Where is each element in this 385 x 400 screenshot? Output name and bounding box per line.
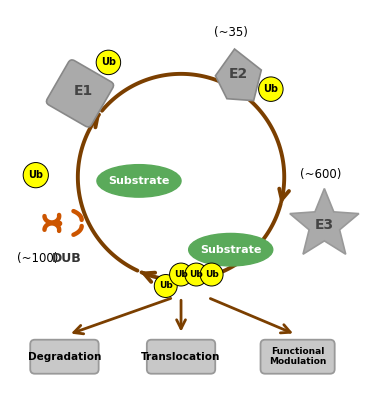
Text: (~600): (~600): [300, 168, 341, 181]
Text: Substrate: Substrate: [200, 245, 261, 255]
Circle shape: [185, 263, 208, 286]
Polygon shape: [290, 188, 359, 254]
FancyBboxPatch shape: [47, 60, 114, 127]
Circle shape: [23, 162, 49, 188]
Text: (~100): (~100): [17, 252, 59, 265]
Text: Ub: Ub: [189, 270, 203, 279]
Circle shape: [259, 77, 283, 101]
Text: Ub: Ub: [159, 282, 172, 290]
Circle shape: [154, 274, 177, 298]
Text: Ub: Ub: [28, 170, 43, 180]
FancyBboxPatch shape: [147, 340, 215, 374]
Text: E3: E3: [315, 218, 334, 232]
Text: Ub: Ub: [263, 84, 278, 94]
Text: Substrate: Substrate: [108, 176, 170, 186]
Text: Degradation: Degradation: [28, 352, 101, 362]
Polygon shape: [216, 49, 261, 101]
Text: Functional
Modulation: Functional Modulation: [269, 347, 326, 366]
Text: (~35): (~35): [214, 26, 248, 40]
Ellipse shape: [189, 234, 273, 266]
Text: Translocation: Translocation: [141, 352, 221, 362]
Text: DUB: DUB: [52, 252, 81, 265]
Circle shape: [96, 50, 121, 75]
Text: E2: E2: [229, 67, 248, 81]
FancyBboxPatch shape: [261, 340, 335, 374]
Text: E1: E1: [74, 84, 93, 98]
Ellipse shape: [97, 165, 181, 197]
Text: Ub: Ub: [205, 270, 218, 279]
Circle shape: [200, 263, 223, 286]
FancyBboxPatch shape: [30, 340, 99, 374]
Text: Ub: Ub: [101, 57, 116, 67]
Text: Ub: Ub: [174, 270, 188, 279]
Circle shape: [169, 263, 192, 286]
